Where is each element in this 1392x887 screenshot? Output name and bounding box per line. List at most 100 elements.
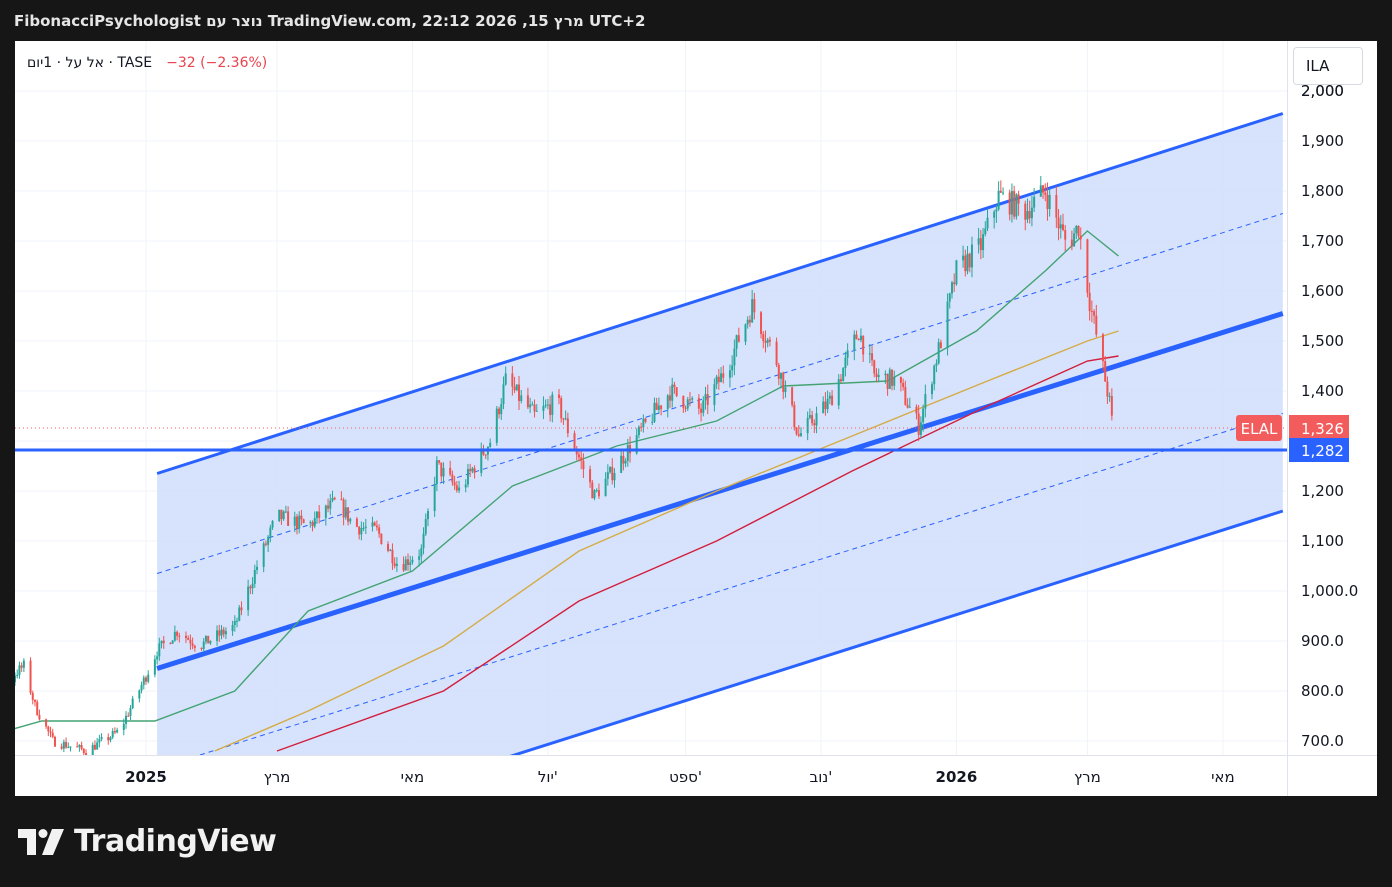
candle [613, 473, 616, 481]
candle [498, 408, 501, 415]
candle [458, 487, 461, 491]
candle [216, 630, 219, 641]
candle [504, 373, 507, 385]
candle [47, 726, 50, 732]
candle [875, 373, 878, 378]
candle [1095, 315, 1098, 335]
candle [657, 405, 660, 410]
candle [1062, 224, 1064, 231]
candle [1048, 195, 1051, 210]
candle [122, 723, 125, 731]
candle [1002, 192, 1005, 194]
candle [968, 253, 971, 268]
candle [324, 505, 327, 518]
candle [269, 527, 272, 537]
candle [142, 677, 145, 685]
tradingview-logo-text: TradingView [74, 824, 277, 859]
candle [626, 445, 629, 461]
candle [806, 418, 809, 434]
candle [644, 418, 647, 422]
candle [917, 413, 920, 435]
candle [489, 442, 492, 447]
chart-header-bar: FibonacciPsychologist נוצר עם TradingVie… [0, 0, 1392, 40]
currency-button[interactable]: ILA [1293, 47, 1363, 85]
candle [842, 368, 845, 382]
candle [53, 736, 56, 747]
candle [171, 640, 174, 644]
candle [480, 448, 483, 473]
candle [76, 746, 79, 748]
candle [360, 528, 363, 535]
candle [96, 742, 99, 750]
candle [111, 731, 114, 738]
candle [808, 415, 811, 419]
candle [402, 563, 405, 571]
candle [715, 376, 718, 385]
candle [1110, 396, 1113, 416]
candle [782, 372, 785, 392]
candle [80, 745, 83, 750]
candle [200, 647, 203, 649]
candle [375, 525, 378, 528]
candle [915, 406, 918, 414]
candle [207, 635, 210, 644]
candle [162, 640, 165, 644]
candle [355, 518, 358, 527]
candle [984, 228, 987, 235]
last-price-label-text: 1,326 [1301, 420, 1344, 438]
candle [387, 544, 390, 551]
candle [455, 485, 458, 491]
candle [38, 715, 41, 720]
candle [271, 520, 274, 528]
candle [1028, 211, 1031, 219]
candle [986, 217, 989, 229]
candle [533, 404, 536, 412]
candle [691, 398, 694, 400]
symbol-price-tag [1236, 415, 1282, 441]
candle [453, 482, 456, 486]
candle [518, 384, 521, 401]
candle [358, 526, 361, 535]
time-axis-tick-label: מרץ [1074, 768, 1101, 786]
candle [1104, 361, 1107, 382]
candle [511, 373, 514, 387]
candle [651, 421, 654, 423]
candle [395, 563, 398, 566]
price-chart[interactable]: 700.0800.0900.01,000.01,1001,2001,3001,4… [15, 41, 1377, 796]
candle [107, 737, 110, 741]
candle [933, 365, 936, 385]
candle [262, 543, 265, 567]
candle [349, 518, 352, 522]
candle [573, 433, 576, 450]
candle [1008, 192, 1011, 215]
candle [839, 379, 842, 382]
candle [609, 466, 612, 473]
candle [791, 387, 794, 405]
support-level-label [1289, 438, 1349, 462]
candle [919, 422, 922, 435]
candle [891, 369, 894, 386]
time-axis-tick-label: נוב' [810, 768, 833, 786]
candle [728, 370, 731, 378]
candle [422, 533, 425, 549]
chart-panel[interactable]: 700.0800.0900.01,000.01,1001,2001,3001,4… [15, 41, 1377, 796]
candle [713, 384, 716, 405]
support-level-label-text: 1,282 [1301, 442, 1344, 460]
candle [247, 586, 250, 611]
candle [378, 527, 381, 534]
candle [893, 376, 896, 386]
candle [371, 522, 374, 527]
candle [407, 559, 409, 566]
price-axis-tick-label: 1,800 [1301, 182, 1344, 200]
candle [1064, 230, 1067, 240]
candle [797, 434, 800, 436]
candle [982, 234, 985, 251]
candle [544, 404, 547, 406]
candle [469, 468, 472, 472]
candle [686, 399, 689, 409]
candle [309, 522, 312, 524]
candle [93, 744, 96, 750]
candle [380, 533, 383, 545]
candle [1073, 233, 1076, 247]
candle [249, 586, 252, 589]
